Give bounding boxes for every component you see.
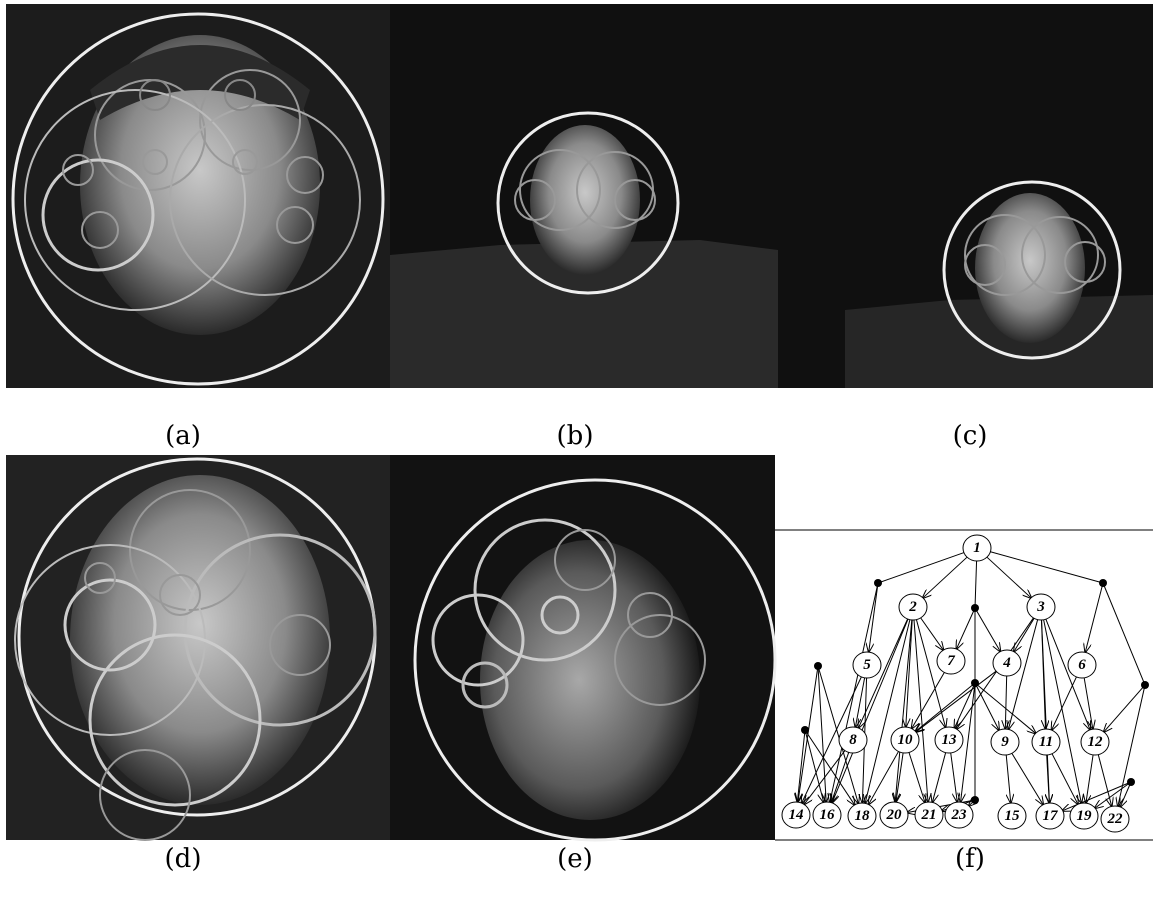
node-label: 5 xyxy=(863,657,871,673)
edge xyxy=(1104,685,1145,732)
junction xyxy=(1141,681,1149,689)
edge xyxy=(818,666,826,802)
edge xyxy=(932,753,945,803)
edge xyxy=(975,683,999,730)
edge xyxy=(909,752,925,802)
node-label: 19 xyxy=(1077,808,1093,824)
node-label: 21 xyxy=(921,807,937,823)
edge xyxy=(951,753,958,802)
edge xyxy=(832,619,908,803)
junction xyxy=(874,579,882,587)
junction xyxy=(971,604,979,612)
caption: (b) xyxy=(557,421,594,451)
node-label: 7 xyxy=(947,653,955,669)
edge xyxy=(804,750,845,804)
node-label: 15 xyxy=(1005,808,1021,824)
edge xyxy=(1014,618,1035,652)
node-label: 1 xyxy=(973,540,981,556)
edge xyxy=(1098,755,1111,807)
node-label: 8 xyxy=(849,732,857,748)
node-label: 18 xyxy=(855,808,871,824)
edge xyxy=(1005,676,1006,729)
edge xyxy=(956,608,975,649)
node-label: 10 xyxy=(898,732,914,748)
node-label: 9 xyxy=(1001,734,1009,750)
edge xyxy=(1084,678,1093,729)
edge xyxy=(797,730,805,802)
junction xyxy=(1099,579,1107,587)
node-label: 17 xyxy=(1043,808,1059,824)
edge xyxy=(1103,583,1145,685)
edge xyxy=(1085,583,1103,652)
junction xyxy=(1127,778,1135,786)
caption: (f) xyxy=(955,844,985,874)
node-label: 22 xyxy=(1107,811,1124,827)
node-label: 3 xyxy=(1036,599,1045,615)
edge xyxy=(1044,620,1082,804)
node-label: 2 xyxy=(908,599,917,615)
node-label: 14 xyxy=(789,807,805,823)
junction xyxy=(971,796,979,804)
edge xyxy=(1006,755,1011,803)
edge xyxy=(920,618,943,651)
caption: (a) xyxy=(165,421,201,451)
edge xyxy=(831,752,848,802)
junction xyxy=(801,726,809,734)
edge xyxy=(868,751,898,804)
edge xyxy=(956,618,1033,730)
junction xyxy=(814,662,822,670)
edge xyxy=(855,678,864,727)
edge xyxy=(975,561,977,608)
edge xyxy=(1052,677,1077,730)
face xyxy=(530,125,640,275)
node-label: 6 xyxy=(1078,657,1086,673)
edge xyxy=(878,552,965,583)
caption: (e) xyxy=(557,844,593,874)
page: (a) (b) (c) (d) (e) (f) 1234567891011121… xyxy=(0,0,1153,907)
node-label: 4 xyxy=(1002,655,1011,671)
edge xyxy=(990,551,1103,583)
node-label: 20 xyxy=(886,807,903,823)
edge xyxy=(923,557,968,598)
edge xyxy=(1086,755,1093,803)
junction xyxy=(971,679,979,687)
face xyxy=(480,540,700,820)
edge xyxy=(1052,754,1078,805)
face xyxy=(975,193,1085,343)
caption: (d) xyxy=(165,844,202,874)
edge xyxy=(987,557,1032,598)
figure: (a) (b) (c) (d) (e) (f) 1234567891011121… xyxy=(0,0,1153,907)
caption: (c) xyxy=(953,421,988,451)
node-label: 23 xyxy=(951,807,968,823)
node-label: 16 xyxy=(820,807,836,823)
node-label: 12 xyxy=(1088,734,1104,750)
edge xyxy=(975,608,1000,652)
node-label: 13 xyxy=(942,732,958,748)
edge xyxy=(912,672,945,729)
node-label: 11 xyxy=(1039,734,1053,750)
edge xyxy=(1012,753,1043,805)
